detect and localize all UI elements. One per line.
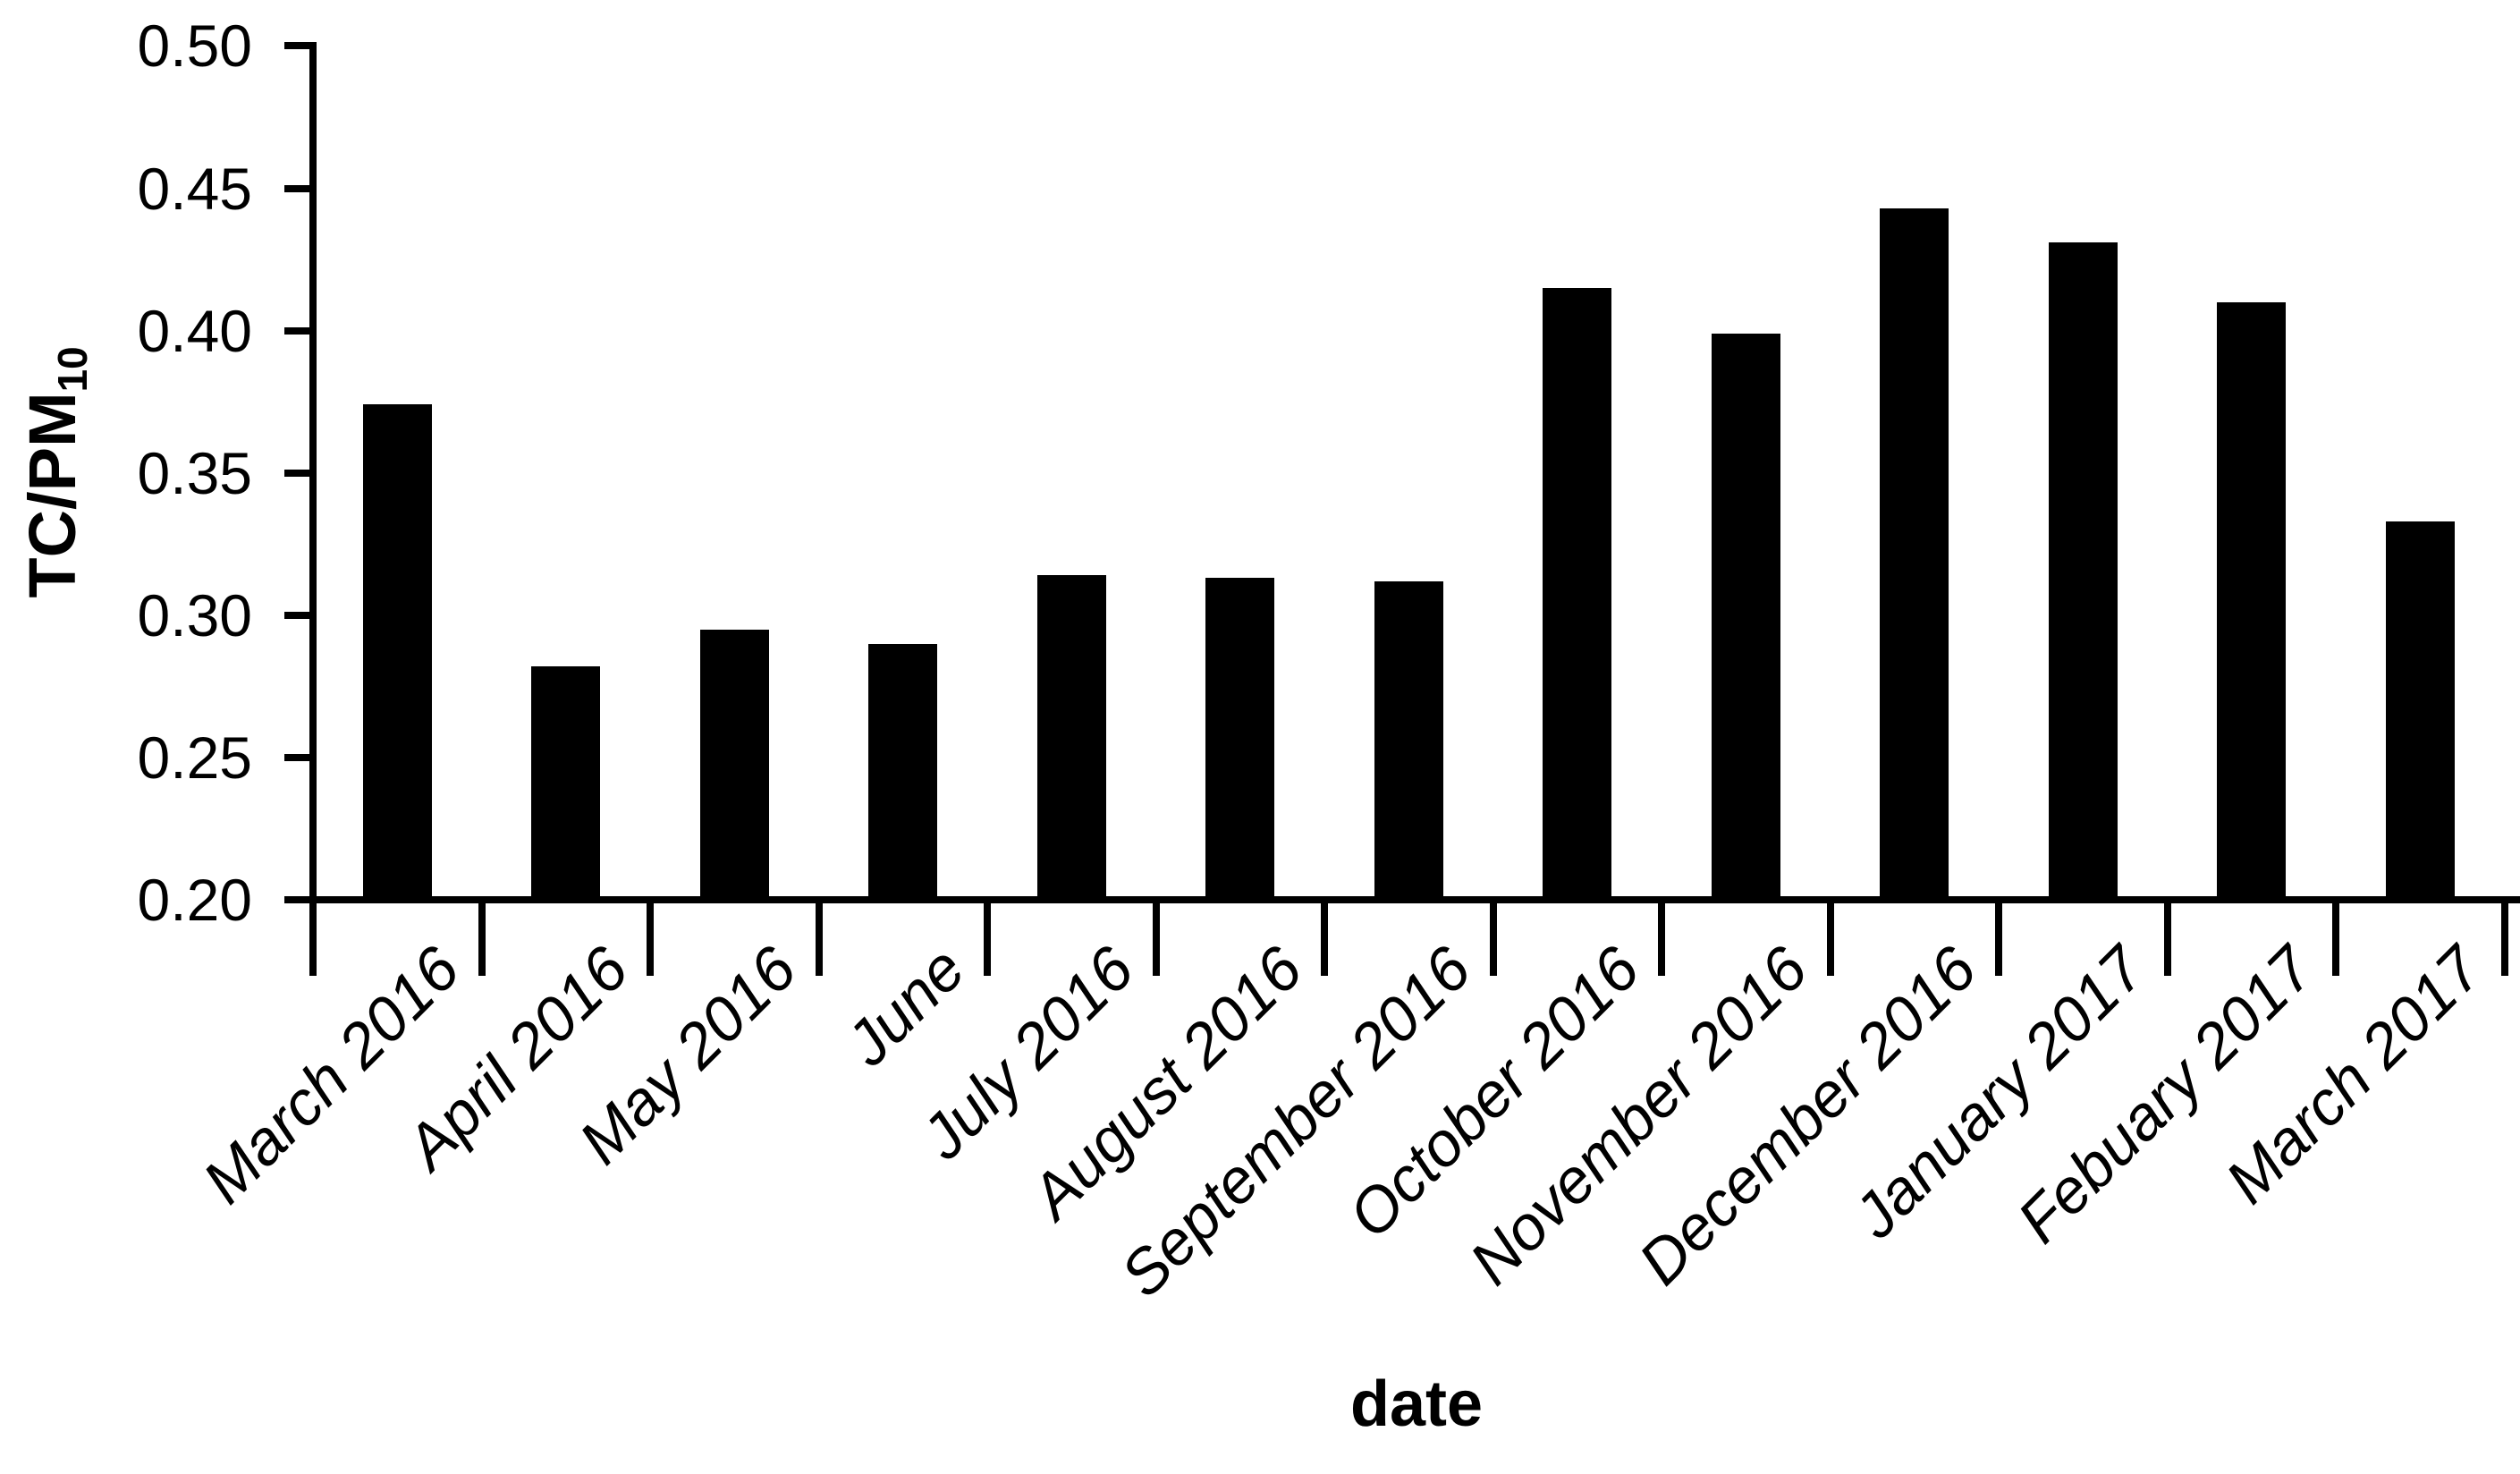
y-axis-title: TC/PM10 (14, 346, 97, 597)
y-axis-tick-label: 0.35 (137, 439, 252, 506)
x-axis-tick (478, 900, 486, 976)
y-axis-tick (284, 753, 309, 761)
x-axis-tick (2163, 900, 2171, 976)
y-axis-tick (284, 611, 309, 619)
bar (531, 666, 601, 903)
bar (2048, 241, 2118, 903)
bar (1374, 580, 1443, 903)
y-axis-tick-label: 0.50 (137, 13, 252, 80)
y-axis-tick (284, 42, 309, 50)
x-axis-tick-label: October 2016 (1334, 933, 1653, 1251)
x-axis-tick (815, 900, 823, 976)
x-axis-title: date (1349, 1368, 1484, 1440)
x-axis-tick-label: January 2017 (1839, 933, 2158, 1251)
y-axis-tick-label: 0.40 (137, 297, 252, 364)
x-axis-tick (1658, 900, 1665, 976)
x-axis-tick (2500, 900, 2508, 976)
bar (699, 629, 769, 903)
x-axis-tick (1995, 900, 2002, 976)
x-axis-tick (1321, 900, 1328, 976)
x-axis-tick (984, 900, 991, 976)
x-axis-tick (1489, 900, 1497, 976)
x-axis-tick-label: March 2016 (189, 933, 472, 1217)
y-axis-tick-label: 0.30 (137, 581, 252, 648)
y-axis-title-text: TC/PM (15, 392, 90, 598)
bar (362, 404, 432, 903)
x-axis-tick (1826, 900, 1834, 976)
bar (1205, 578, 1275, 903)
bar (1036, 575, 1106, 903)
bar (1711, 333, 1780, 903)
x-axis-tick (647, 900, 654, 976)
y-axis-tick (284, 469, 309, 477)
bar (868, 643, 938, 903)
y-axis-tick-label: 0.20 (137, 867, 252, 933)
bar (2385, 521, 2455, 903)
y-axis-tick-label: 0.25 (137, 724, 252, 791)
x-axis-tick (2332, 900, 2339, 976)
x-axis-tick-label: June (832, 933, 978, 1080)
bar (1543, 287, 1612, 903)
x-axis-tick (1152, 900, 1160, 976)
y-axis-tick-label: 0.45 (137, 155, 252, 222)
x-axis-tick-label: Febuary 2017 (2003, 933, 2327, 1257)
y-axis-tick (284, 326, 309, 335)
y-axis-line (309, 42, 317, 976)
y-axis-title-subscript: 10 (48, 346, 96, 393)
y-axis-tick (284, 184, 309, 192)
bar (1880, 208, 1949, 903)
bar (2217, 301, 2287, 903)
